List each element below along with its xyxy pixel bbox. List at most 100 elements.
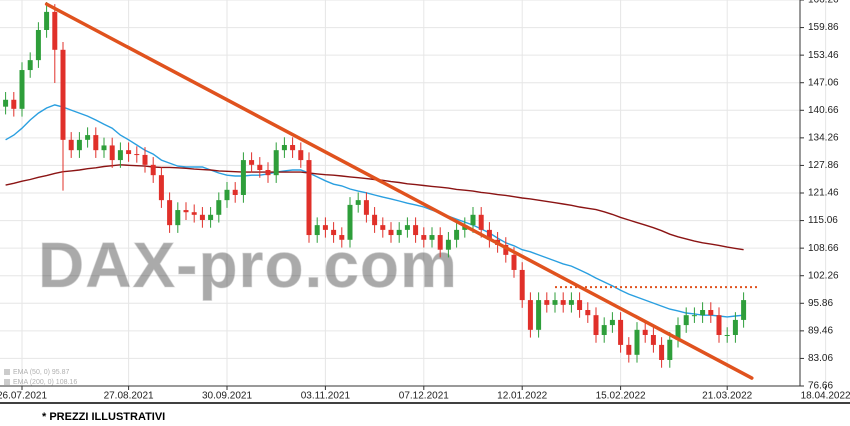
candle-body — [290, 145, 296, 151]
legend-label: EMA (200, 0) 108.16 — [13, 379, 77, 386]
x-tick-label: 18.04.2022 — [801, 391, 850, 402]
candle-body — [52, 11, 58, 50]
candle-body — [609, 319, 615, 326]
candle-body — [659, 344, 665, 360]
candle-body — [232, 189, 238, 195]
candle-body — [208, 214, 214, 220]
candle-body — [691, 315, 697, 317]
y-tick-label: 140.66 — [808, 105, 839, 116]
candle-body — [585, 310, 591, 316]
candle-body — [3, 99, 9, 107]
candle-body — [552, 300, 558, 305]
candle-body — [11, 99, 17, 109]
candle-body — [437, 235, 443, 250]
candle-body — [150, 164, 156, 176]
y-tick-label: 95.86 — [808, 298, 833, 309]
candle-body — [126, 150, 132, 155]
plot-layer — [3, 1, 760, 380]
candle-body — [191, 212, 197, 215]
candle-body — [675, 325, 681, 340]
y-tick-label: 76.66 — [808, 381, 833, 392]
candle-body — [404, 225, 410, 230]
candle-body — [101, 145, 107, 151]
candle-body — [35, 29, 41, 61]
y-tick-label: 134.26 — [808, 132, 839, 143]
candle-body — [183, 210, 189, 213]
x-tick-label: 27.08.2021 — [104, 391, 154, 402]
legend-swatch — [4, 369, 10, 375]
candle-body — [199, 214, 205, 220]
legend-label: EMA (50, 0) 95.87 — [13, 369, 70, 376]
candle-body — [224, 189, 230, 201]
y-tick-label: 147.06 — [808, 77, 839, 88]
candle-body — [347, 204, 353, 240]
candle-body — [544, 300, 550, 305]
candle-body — [527, 300, 533, 330]
candle-body — [511, 254, 517, 270]
candle-body — [60, 49, 66, 140]
x-tick-label: 03.11.2021 — [301, 391, 351, 402]
candle-body — [142, 154, 148, 165]
candle-body — [486, 229, 492, 240]
candle-body — [413, 225, 419, 236]
candle-body — [683, 315, 689, 326]
candle-body — [700, 310, 706, 316]
candle-body — [265, 169, 271, 176]
x-tick-label: 30.09.2021 — [202, 391, 252, 402]
candle-body — [314, 225, 320, 236]
x-tick-label: 26.07.2021 — [0, 391, 47, 402]
grid-layer — [0, 0, 827, 390]
candle-body — [298, 150, 304, 161]
candle-body — [249, 160, 255, 165]
x-tick-label: 15.02.2022 — [596, 391, 646, 402]
candle-body — [503, 244, 509, 255]
y-tick-label: 108.66 — [808, 243, 839, 254]
y-tick-label: 127.86 — [808, 160, 839, 171]
trendline — [44, 2, 754, 380]
candle-body — [167, 200, 173, 226]
candle-body — [372, 214, 378, 226]
y-tick-label: 89.46 — [808, 325, 833, 336]
candle-body — [363, 200, 369, 215]
x-tick-label: 07.12.2021 — [399, 391, 449, 402]
candle-body — [216, 200, 222, 215]
candle-body — [618, 319, 624, 345]
candle-body — [650, 334, 656, 345]
candle-body — [380, 225, 386, 230]
candle-body — [68, 139, 74, 151]
candle-body — [454, 229, 460, 240]
candle-body — [117, 150, 123, 161]
candle-body — [577, 300, 583, 311]
y-tick-label: 83.06 — [808, 353, 833, 364]
watermark: DAX-pro.com — [38, 229, 458, 301]
candle-body — [85, 135, 91, 140]
candle-body — [339, 235, 345, 240]
candle-body — [257, 164, 263, 170]
candle-body — [716, 315, 722, 335]
candle-body — [536, 300, 542, 330]
candle-body — [642, 329, 648, 335]
footer: * PREZZI ILLUSTRATIVI — [42, 411, 165, 423]
candle-body — [593, 315, 599, 335]
candle-body — [396, 229, 402, 236]
candle-body — [93, 135, 99, 151]
candle-body — [429, 235, 435, 240]
candle-body — [19, 70, 25, 109]
y-tick-label: 121.46 — [808, 188, 839, 199]
candle-body — [626, 344, 632, 355]
y-tick-label: 166.26 — [808, 0, 839, 6]
candle-body — [281, 145, 287, 151]
y-tick-label: 115.06 — [808, 215, 838, 226]
candle-body — [519, 269, 525, 301]
candle-body — [109, 145, 115, 161]
candle-body — [27, 60, 33, 71]
legend-swatch — [4, 379, 10, 385]
candle-body — [44, 11, 50, 30]
candle-body — [355, 200, 361, 205]
x-tick-label: 21.03.2022 — [702, 391, 752, 402]
y-tick-label: 159.86 — [808, 22, 839, 33]
candle-body — [732, 319, 738, 335]
candle-body — [158, 175, 164, 201]
candle-body — [724, 334, 730, 336]
